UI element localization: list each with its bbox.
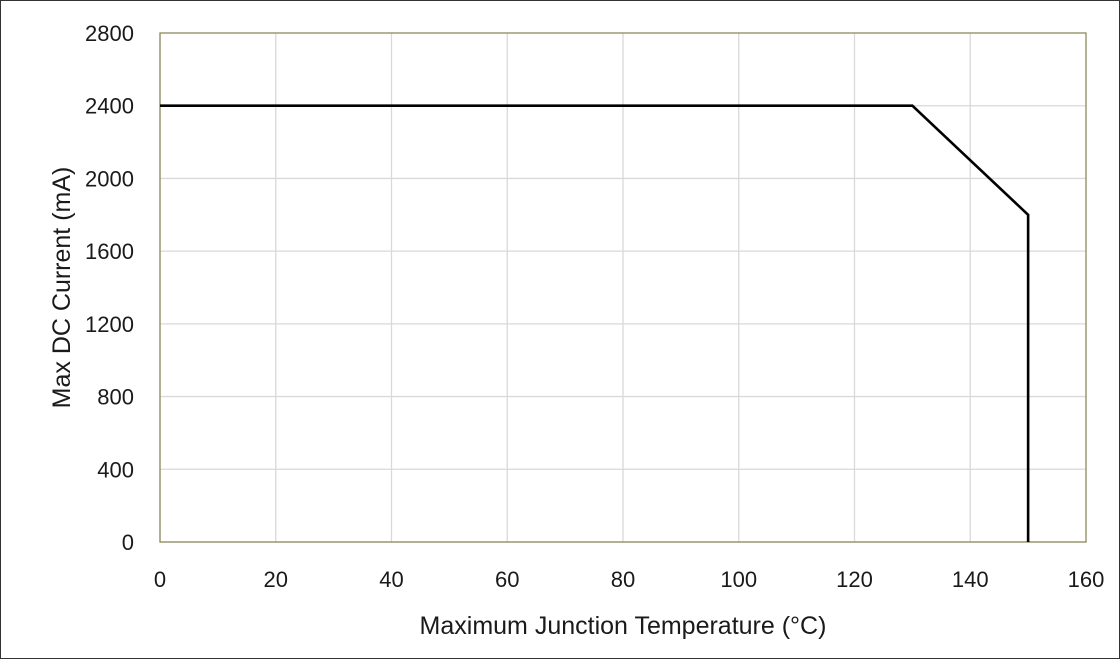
x-tick-label: 60	[495, 567, 519, 592]
x-tick-label: 80	[611, 567, 635, 592]
y-tick-label: 800	[97, 385, 134, 410]
x-axis-title: Maximum Junction Temperature (°C)	[420, 612, 827, 640]
x-tick-label: 20	[264, 567, 288, 592]
x-tick-label: 160	[1068, 567, 1105, 592]
x-tick-label: 40	[379, 567, 403, 592]
y-tick-labels: 0 400 800 1200 1600 2000 2400 2800	[85, 21, 134, 555]
series-layer	[160, 104, 1030, 542]
y-tick-label: 2800	[85, 21, 134, 46]
y-tick-label: 2400	[85, 94, 134, 119]
y-tick-label: 2000	[85, 166, 134, 191]
x-tick-label: 140	[952, 567, 989, 592]
series-line	[160, 104, 1030, 542]
y-tick-label: 1600	[85, 239, 134, 264]
y-tick-label: 0	[122, 530, 134, 555]
x-tick-label: 120	[836, 567, 873, 592]
y-axis-title: Max DC Current (mA)	[48, 167, 76, 409]
x-tick-labels: 0 20 40 60 80 100 120 140 160	[154, 567, 1104, 592]
x-tick-label: 0	[154, 567, 166, 592]
grid-layer	[159, 33, 1086, 543]
y-tick-label: 400	[97, 457, 134, 482]
plot-area-border	[159, 32, 1087, 543]
y-tick-label: 1200	[85, 312, 134, 337]
x-tick-label: 100	[720, 567, 757, 592]
